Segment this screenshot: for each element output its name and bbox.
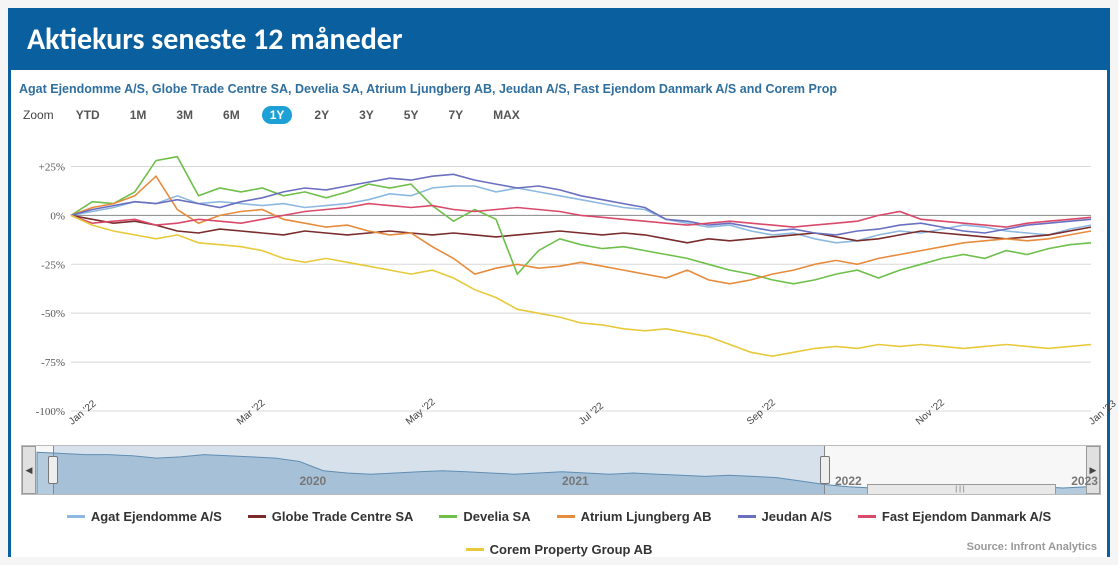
legend-item[interactable]: Jeudan A/S	[738, 509, 832, 524]
zoom-btn-3m[interactable]: 3M	[168, 106, 201, 124]
legend-item[interactable]: Globe Trade Centre SA	[248, 509, 414, 524]
legend-label: Develia SA	[463, 509, 530, 524]
svg-text:-75%: -75%	[41, 357, 65, 369]
legend-label: Corem Property Group AB	[490, 542, 653, 557]
zoom-btn-2y[interactable]: 2Y	[306, 106, 337, 124]
nav-year-label: 2020	[300, 474, 327, 488]
zoom-controls: Zoom YTD 1M 3M 6M 1Y 2Y 3Y 5Y 7Y MAX	[17, 106, 1101, 134]
chart-legend: Agat Ejendomme A/S Globe Trade Centre SA D…	[17, 509, 1101, 557]
nav-handle-right[interactable]	[820, 456, 830, 484]
legend-swatch	[248, 515, 266, 518]
legend-item[interactable]: Agat Ejendomme A/S	[67, 509, 222, 524]
legend-swatch	[67, 515, 85, 518]
line-chart: -100% -75% -50% -25% 0% +25%	[21, 134, 1101, 419]
chart-body: Agat Ejendomme A/S, Globe Trade Centre S…	[11, 70, 1107, 557]
chart-card: Aktiekurs seneste 12 måneder Agat Ejendo…	[8, 8, 1110, 557]
legend-swatch	[557, 515, 575, 518]
legend-swatch	[738, 515, 756, 518]
zoom-btn-max[interactable]: MAX	[485, 106, 528, 124]
zoom-btn-ytd[interactable]: YTD	[68, 106, 108, 124]
zoom-btn-5y[interactable]: 5Y	[396, 106, 427, 124]
nav-year-label: 2023	[1071, 474, 1098, 488]
legend-label: Globe Trade Centre SA	[272, 509, 414, 524]
legend-label: Atrium Ljungberg AB	[581, 509, 712, 524]
svg-text:0%: 0%	[50, 210, 65, 222]
zoom-btn-6m[interactable]: 6M	[215, 106, 248, 124]
nav-year-label: 2022	[835, 474, 862, 488]
legend-item[interactable]: Fast Ejendom Danmark A/S	[858, 509, 1051, 524]
nav-selection[interactable]	[53, 446, 825, 494]
range-navigator[interactable]: ◀ ▶ ||| 2020202120222023	[21, 445, 1101, 495]
nav-scroll-left[interactable]: ◀	[22, 446, 36, 494]
zoom-btn-1m[interactable]: 1M	[122, 106, 155, 124]
svg-text:+25%: +25%	[39, 161, 65, 173]
x-axis-labels: Jan '22Mar '22May '22Jul '22Sep '22Nov '…	[21, 419, 1101, 439]
legend-swatch	[439, 515, 457, 518]
legend-item[interactable]: Atrium Ljungberg AB	[557, 509, 712, 524]
svg-text:-100%: -100%	[36, 406, 65, 418]
legend-label: Jeudan A/S	[762, 509, 832, 524]
legend-item[interactable]: Corem Property Group AB	[466, 542, 653, 557]
legend-label: Fast Ejendom Danmark A/S	[882, 509, 1051, 524]
nav-year-label: 2021	[562, 474, 589, 488]
zoom-btn-3y[interactable]: 3Y	[351, 106, 382, 124]
chart-subtitle: Agat Ejendomme A/S, Globe Trade Centre S…	[17, 76, 1101, 106]
legend-swatch	[466, 548, 484, 551]
svg-text:-50%: -50%	[41, 308, 65, 320]
legend-swatch	[858, 515, 876, 518]
zoom-btn-1y[interactable]: 1Y	[262, 106, 293, 124]
nav-handle-left[interactable]	[48, 456, 58, 484]
card-title: Aktiekurs seneste 12 måneder	[11, 11, 1107, 70]
zoom-btn-7y[interactable]: 7Y	[440, 106, 471, 124]
svg-text:-25%: -25%	[41, 259, 65, 271]
source-text: Source: Infront Analytics	[967, 541, 1097, 553]
nav-scrollbar-thumb[interactable]: |||	[867, 484, 1056, 495]
legend-item[interactable]: Develia SA	[439, 509, 530, 524]
legend-label: Agat Ejendomme A/S	[91, 509, 222, 524]
zoom-label: Zoom	[23, 108, 54, 122]
